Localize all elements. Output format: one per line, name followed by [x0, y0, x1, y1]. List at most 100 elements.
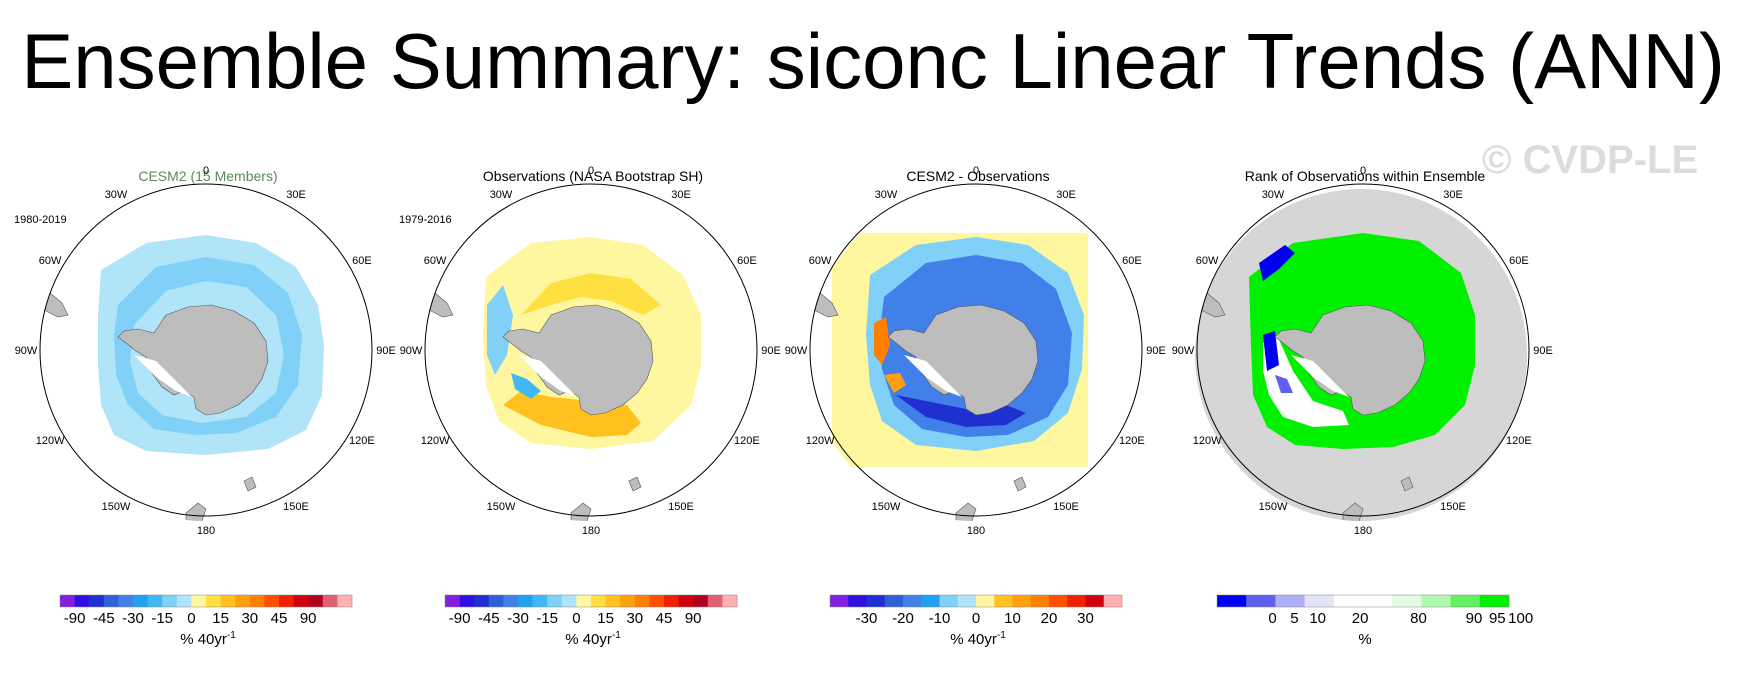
- colorbar-swatch: [74, 595, 90, 607]
- colorbar-swatch: [1363, 595, 1393, 607]
- period-label: 1980-2019: [14, 214, 67, 226]
- colorbar-tick-label: 45: [271, 610, 288, 627]
- sea-ice-field: [808, 233, 1088, 521]
- colorbar-swatch: [1217, 595, 1247, 607]
- longitude-label: 120E: [1506, 435, 1532, 447]
- colorbar-swatch: [1012, 595, 1032, 607]
- landmass: [955, 502, 977, 521]
- colorbar-swatch: [176, 595, 192, 607]
- landmass: [423, 276, 454, 318]
- colorbar-swatch: [474, 595, 490, 607]
- landmass: [185, 502, 207, 521]
- map-boundary: [809, 183, 1143, 517]
- ice-shelf: [1291, 355, 1349, 397]
- colorbar-swatch: [866, 595, 886, 607]
- longitude-label: 60E: [1122, 255, 1142, 267]
- colorbar-tick-label: 80: [1410, 610, 1427, 627]
- longitude-label: 60W: [424, 255, 447, 267]
- longitude-label: 180: [1354, 525, 1372, 537]
- longitude-label: 90W: [15, 345, 38, 357]
- longitude-label: 120W: [421, 435, 450, 447]
- colorbar-swatch: [605, 595, 621, 607]
- longitude-label: 0: [203, 165, 209, 177]
- panel-rank: Rank of Observations within Ensemble 0 30…: [1165, 160, 1565, 670]
- longitude-label: 180: [582, 525, 600, 537]
- page-title: Ensemble Summary: siconc Linear Trends (…: [21, 17, 1725, 105]
- colorbar-swatch: [561, 595, 577, 607]
- panel-title: CESM2 (15 Members): [138, 168, 278, 184]
- longitude-label: 120W: [1193, 435, 1222, 447]
- colorbar-tick-label: 10: [1309, 610, 1326, 627]
- panel-title: CESM2 - Observations: [906, 168, 1050, 184]
- ice-shelf: [134, 355, 192, 397]
- longitude-label: 60E: [1509, 255, 1529, 267]
- longitude-label: 30W: [875, 189, 898, 201]
- colorbar-swatch: [957, 595, 977, 607]
- longitude-label: 150W: [487, 501, 516, 513]
- colorbar-swatch: [884, 595, 904, 607]
- colorbar-swatch: [1246, 595, 1276, 607]
- longitude-label: 150E: [1053, 501, 1079, 513]
- colorbar-swatch: [664, 595, 679, 607]
- colorbar-unit: % 40yr-1: [180, 630, 236, 648]
- colorbar-tick-label: 90: [685, 610, 702, 627]
- sea-ice-field: [423, 237, 701, 521]
- colorbar-tick-label: -30: [507, 610, 529, 627]
- field-region: [896, 395, 1026, 427]
- colorbar-swatch: [322, 595, 338, 607]
- colorbar-swatch: [235, 595, 251, 607]
- longitude-label: 180: [967, 525, 985, 537]
- colorbar-swatch: [620, 595, 636, 607]
- colorbar: -90 -45 -30 -15 0 15 30 45 90: [444, 594, 738, 627]
- colorbar-tick-label: 15: [597, 610, 614, 627]
- longitude-label: 90W: [400, 345, 423, 357]
- landmass: [243, 476, 257, 492]
- colorbar-tick-label: 5: [1290, 610, 1298, 627]
- longitude-label: 150E: [1440, 501, 1466, 513]
- longitude-label: 90W: [785, 345, 808, 357]
- colorbar-swatch: [1103, 595, 1123, 607]
- colorbar-swatch: [518, 595, 533, 607]
- colorbar-tick-label: 30: [626, 610, 643, 627]
- colorbar-tick-label: 30: [241, 610, 258, 627]
- colorbar-swatch: [503, 595, 519, 607]
- colorbar-swatch: [445, 595, 460, 607]
- colorbar-tick-label: 0: [187, 610, 195, 627]
- colorbar-swatch: [649, 595, 665, 607]
- colorbar-swatch: [532, 595, 548, 607]
- panel-difference: CESM2 - Observations 0 30E 60E 90E 120E 150E 1…: [778, 160, 1178, 670]
- polar-map: 0 30E 60E 90E 120E 150E 180 150W 120W 90W 60W 30W: [1172, 165, 1553, 537]
- landmass: [808, 276, 839, 318]
- colorbar-swatch: [1421, 595, 1451, 607]
- colorbar-swatch: [994, 595, 1013, 607]
- longitude-label: 90E: [376, 345, 396, 357]
- colorbar-swatch: [279, 595, 294, 607]
- colorbar-swatch: [1450, 595, 1481, 607]
- field-region: [503, 391, 641, 437]
- colorbar-tick-label: 90: [300, 610, 317, 627]
- colorbar-tick-label: -15: [536, 610, 558, 627]
- colorbar-tick-label: -10: [929, 610, 951, 627]
- colorbar-swatch: [103, 595, 119, 607]
- colorbar-swatch: [1275, 595, 1305, 607]
- colorbar-tick-label: 90: [1466, 610, 1483, 627]
- colorbar-tick-label: 0: [572, 610, 580, 627]
- colorbar: 0 5 10 20 80 90 95 100: [1216, 594, 1533, 627]
- sea-ice-field: [38, 235, 324, 521]
- colorbar-tick-label: -15: [151, 610, 173, 627]
- colorbar-tick-label: 30: [1077, 610, 1094, 627]
- colorbar-swatch: [939, 595, 959, 607]
- colorbar: -30 -20 -10 0 10 20 30: [829, 594, 1123, 627]
- longitude-label: 30W: [1262, 189, 1285, 201]
- colorbar-swatch: [191, 595, 207, 607]
- longitude-label: 60W: [809, 255, 832, 267]
- colorbar-tick-label: 20: [1352, 610, 1369, 627]
- colorbar-swatch: [634, 595, 650, 607]
- field-region: [874, 317, 890, 365]
- colorbar-swatch: [921, 595, 940, 607]
- colorbar-swatch: [707, 595, 723, 607]
- colorbar-swatch: [264, 595, 280, 607]
- longitude-label: 60W: [39, 255, 62, 267]
- longitude-label: 30W: [490, 189, 513, 201]
- colorbar-swatch: [1333, 595, 1364, 607]
